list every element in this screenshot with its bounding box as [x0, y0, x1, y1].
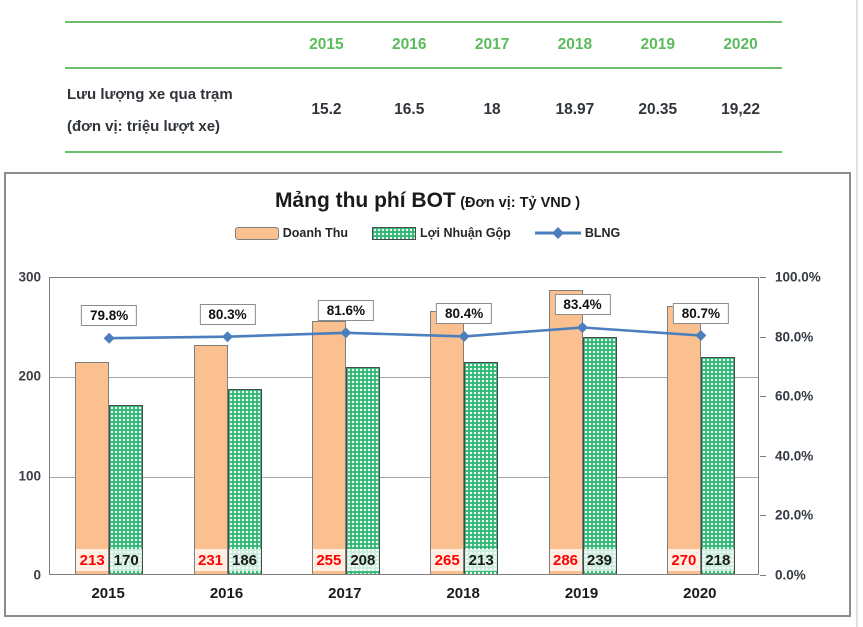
revenue-value-label: 265 [431, 549, 464, 571]
right-axis-tick [760, 575, 766, 576]
screen-right-edge [856, 0, 858, 627]
right-axis-tick [760, 396, 766, 398]
gross-profit-bar: 239 [582, 336, 617, 574]
traffic-row-label-line1: Lưu lượng xe qua trạm [67, 85, 233, 103]
gross-profit-bar: 208 [345, 367, 380, 574]
traffic-row-label-line2: (đơn vị: triệu lượt xe) [67, 117, 221, 135]
revenue-value-label: 213 [76, 549, 109, 571]
gridline [50, 476, 758, 478]
year-header-cell: 2016 [392, 36, 427, 53]
gross-profit-bar: 213 [464, 362, 499, 574]
x-axis-year-label: 2018 [446, 585, 480, 602]
gross-profit-value-label: 186 [228, 549, 261, 571]
revenue-bar: 265 [430, 310, 465, 574]
legend-label: Doanh Thu [282, 226, 348, 240]
chart-title-main: Mảng thu phí BOT [274, 189, 456, 212]
blng-percent-label: 83.4% [554, 294, 611, 316]
traffic-value-cell: 15.2 [311, 101, 342, 118]
year-header-cell: 2015 [309, 36, 344, 53]
gross-profit-value-label: 218 [701, 549, 734, 571]
left-axis-tick-label: 0 [33, 567, 41, 583]
right-axis-tick [760, 455, 766, 457]
blng-percent-label: 80.3% [199, 303, 256, 325]
legend-item-line-diamond: BLNG [534, 226, 621, 240]
revenue-value-label: 231 [194, 549, 227, 571]
traffic-value-cell: 20.35 [638, 101, 678, 118]
revenue-swatch-icon [234, 226, 279, 240]
revenue-bar: 270 [666, 305, 701, 574]
plot-area: 213 170 231 186 255 208 265 213 286 239 270 218 79.8… [49, 277, 759, 575]
gross-profit-bar: 218 [700, 357, 735, 574]
legend-item-pattern-bar: Lợi Nhuận Gộp [372, 226, 511, 240]
chart-legend: Doanh Thu Lợi Nhuận Gộp BLNG [6, 226, 849, 240]
x-axis-year-label: 2015 [91, 585, 125, 602]
legend-label: Lợi Nhuận Gộp [420, 226, 511, 240]
right-axis-tick [760, 515, 766, 517]
traffic-value-cell: 18 [483, 101, 501, 118]
x-axis-year-label: 2020 [683, 585, 717, 602]
chart-title: Mảng thu phí BOT (Đơn vị: Tỷ VND ) [6, 189, 849, 213]
revenue-value-label: 286 [549, 549, 582, 571]
revenue-value-label: 270 [667, 549, 700, 571]
gross-profit-value-label: 213 [465, 549, 498, 571]
left-axis-tick-label: 100 [18, 468, 41, 484]
left-axis-tick-label: 200 [18, 368, 41, 384]
traffic-table-data-row: Lưu lượng xe qua trạm (đơn vị: triệu lượ… [65, 69, 782, 153]
year-header-cell: 2020 [723, 36, 758, 53]
gross-profit-bar: 186 [227, 389, 262, 574]
legend-label: BLNG [584, 226, 621, 240]
blng-line-svg [103, 322, 707, 344]
right-axis-tick-label: 100.0% [775, 269, 821, 285]
year-header-cell: 2018 [557, 36, 593, 53]
gross-profit-value-label: 208 [346, 549, 379, 571]
revenue-bar: 255 [311, 320, 346, 574]
right-axis-tick-label: 40.0% [775, 448, 814, 464]
blng-percent-label: 79.8% [81, 305, 138, 327]
left-axis-tick-label: 300 [18, 269, 41, 285]
right-axis-tick-label: 20.0% [775, 507, 814, 523]
x-axis-year-label: 2016 [209, 585, 244, 602]
blng-percent-label: 81.6% [317, 299, 374, 321]
bot-fee-chart: Mảng thu phí BOT (Đơn vị: Tỷ VND ) Doanh… [4, 172, 851, 617]
x-axis-year-label: 2019 [564, 585, 599, 602]
traffic-table: 2015 2016 2017 2018 2019 2020 Lưu lượng xe qu… [65, 21, 782, 153]
traffic-table-header-row: 2015 2016 2017 2018 2019 2020 [65, 21, 782, 69]
line-diamond-swatch-icon [534, 227, 581, 239]
revenue-value-label: 255 [312, 549, 345, 571]
right-axis-tick-label: 80.0% [775, 329, 814, 345]
traffic-row-label: Lưu lượng xe qua trạm (đơn vị: triệu lượ… [65, 69, 285, 151]
right-axis-tick-label: 60.0% [775, 388, 814, 404]
year-header-cell: 2017 [474, 36, 510, 53]
right-axis-tick [760, 277, 766, 278]
gridline [50, 377, 758, 379]
gross-profit-value-label: 170 [110, 549, 143, 571]
blng-percent-label: 80.7% [672, 302, 729, 324]
right-axis-tick-label: 0.0% [775, 567, 806, 583]
year-header-cell: 2019 [640, 36, 675, 53]
traffic-value-cell: 16.5 [394, 101, 425, 118]
legend-item-bar: Doanh Thu [234, 226, 348, 240]
traffic-value-cell: 18.97 [555, 101, 595, 118]
gross-profit-swatch-icon [372, 226, 416, 240]
gross-profit-value-label: 239 [583, 549, 616, 571]
revenue-bar: 286 [548, 289, 583, 574]
traffic-table-value-cells: 15.2 16.5 18 18.97 20.35 19,22 [285, 69, 782, 151]
right-axis-tick [760, 336, 766, 338]
chart-title-unit: (Đơn vị: Tỷ VND ) [460, 195, 581, 211]
revenue-bar: 231 [193, 344, 228, 574]
traffic-value-cell: 19,22 [721, 101, 760, 118]
x-axis-year-label: 2017 [328, 585, 362, 602]
gross-profit-bar: 170 [109, 405, 144, 574]
table-corner-cell [65, 23, 285, 67]
blng-percent-label: 80.4% [436, 303, 493, 325]
traffic-table-year-cells: 2015 2016 2017 2018 2019 2020 [285, 23, 782, 67]
revenue-bar: 213 [75, 362, 110, 574]
